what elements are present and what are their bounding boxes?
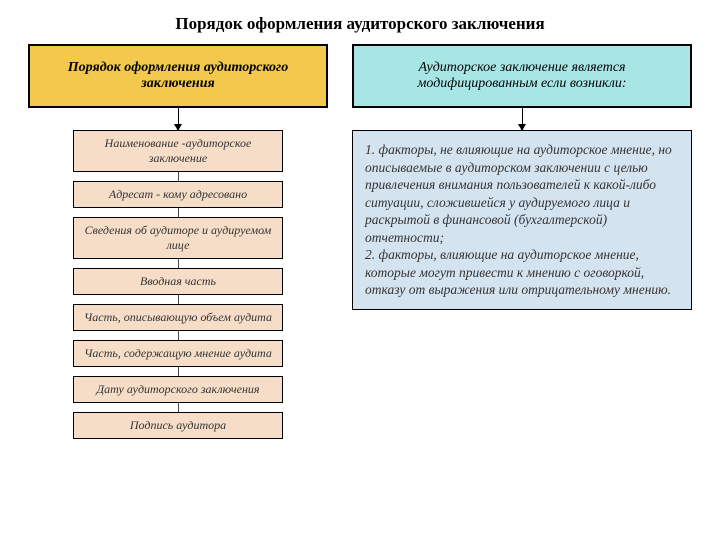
step-box: Подпись аудитора <box>73 412 283 439</box>
connector <box>178 208 179 217</box>
left-header-text: Порядок оформления аудиторского заключен… <box>42 60 314 92</box>
step-box: Адресат - кому адресовано <box>73 181 283 208</box>
step-box: Сведения об аудиторе и аудируемом лице <box>73 217 283 259</box>
connector <box>178 172 179 181</box>
connector <box>178 331 179 340</box>
step-box: Часть, содержащую мнение аудита <box>73 340 283 367</box>
page-title: Порядок оформления аудиторского заключен… <box>0 0 720 44</box>
diagram-container: Порядок оформления аудиторского заключен… <box>0 44 720 439</box>
connector <box>178 259 179 268</box>
factors-text-box: 1. факторы, не влияющие на аудиторское м… <box>352 130 692 310</box>
steps-list: Наименование -аудиторское заключение Адре… <box>28 130 328 439</box>
step-box: Часть, описывающую объем аудита <box>73 304 283 331</box>
left-header-box: Порядок оформления аудиторского заключен… <box>28 44 328 108</box>
arrow-down <box>178 108 179 130</box>
left-column: Порядок оформления аудиторского заключен… <box>28 44 328 439</box>
step-box: Дату аудиторского заключения <box>73 376 283 403</box>
connector <box>178 367 179 376</box>
connector <box>178 403 179 412</box>
connector <box>178 295 179 304</box>
right-header-box: Аудиторское заключение является модифици… <box>352 44 692 108</box>
step-box: Вводная часть <box>73 268 283 295</box>
right-header-text: Аудиторское заключение является модифици… <box>366 60 678 92</box>
arrow-down <box>522 108 523 130</box>
right-column: Аудиторское заключение является модифици… <box>352 44 692 439</box>
step-box: Наименование -аудиторское заключение <box>73 130 283 172</box>
